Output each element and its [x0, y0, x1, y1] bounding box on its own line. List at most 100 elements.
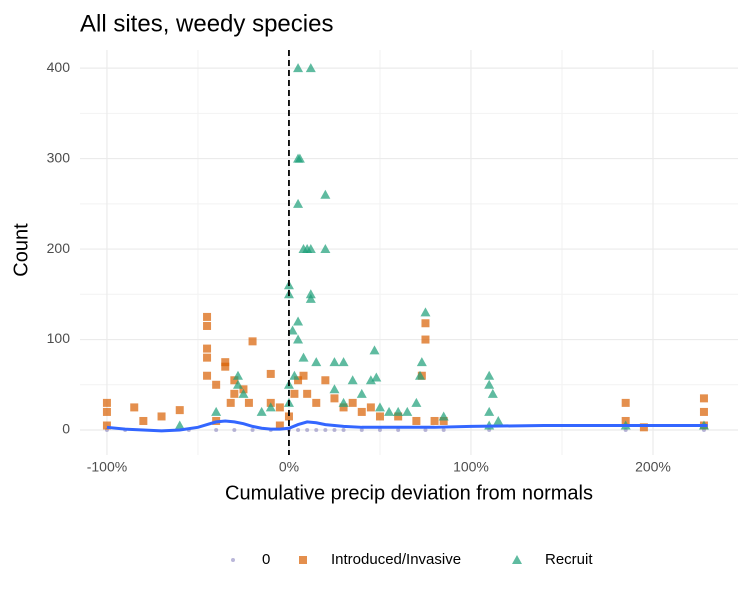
point [265, 402, 276, 412]
x-tick-label: 100% [453, 459, 489, 475]
point [230, 389, 239, 398]
point [275, 421, 284, 430]
series [104, 428, 706, 433]
x-tick-label: 0% [279, 459, 299, 475]
point [323, 428, 328, 433]
point [305, 289, 316, 299]
point [139, 416, 148, 425]
point [299, 371, 308, 380]
point [341, 428, 346, 433]
point [232, 370, 243, 380]
point [312, 398, 321, 407]
point [212, 380, 221, 389]
point [226, 398, 235, 407]
point [484, 379, 495, 389]
point [230, 376, 239, 385]
point [294, 153, 305, 163]
point [415, 370, 426, 380]
point [298, 352, 309, 362]
point [157, 412, 166, 421]
point [332, 428, 337, 433]
point [416, 357, 427, 367]
point [221, 358, 230, 367]
point [484, 370, 495, 380]
point [303, 389, 312, 398]
x-tick-label: -100% [87, 459, 127, 475]
point [203, 353, 212, 362]
point [293, 198, 304, 208]
point [375, 412, 384, 421]
legend-symbol [512, 555, 522, 564]
x-axis-title: Cumulative precip deviation from normals [225, 482, 593, 504]
point [296, 428, 301, 433]
y-axis-title: Count [10, 223, 32, 277]
point [357, 407, 366, 416]
point [311, 357, 322, 367]
point [438, 411, 449, 421]
y-tick-label: 200 [47, 240, 71, 256]
point [275, 403, 284, 412]
point [214, 428, 219, 433]
point [430, 416, 439, 425]
point [493, 415, 504, 425]
point [421, 335, 430, 344]
point [441, 428, 446, 433]
point [347, 375, 358, 385]
point [371, 372, 382, 382]
point [699, 407, 708, 416]
point [314, 428, 319, 433]
point [320, 244, 331, 254]
point [130, 403, 139, 412]
point [294, 376, 303, 385]
point [221, 362, 230, 371]
point [439, 416, 448, 425]
point [244, 398, 253, 407]
y-tick-label: 400 [47, 59, 71, 75]
point [384, 406, 395, 416]
point [396, 428, 401, 433]
point [411, 397, 422, 407]
point [232, 428, 237, 433]
y-tick-label: 300 [47, 149, 71, 165]
point [394, 412, 403, 421]
point [356, 388, 367, 398]
point [393, 406, 404, 416]
point [102, 421, 111, 430]
point [421, 319, 430, 328]
point [321, 376, 330, 385]
point [339, 403, 348, 412]
point [366, 403, 375, 412]
legend-symbol [231, 558, 235, 562]
point [203, 344, 212, 353]
trend-line [106, 419, 708, 433]
point [266, 369, 275, 378]
point [423, 428, 428, 433]
point [374, 402, 385, 412]
point [359, 428, 364, 433]
point [293, 316, 304, 326]
point [203, 321, 212, 330]
point [305, 293, 316, 303]
point [289, 370, 300, 380]
series [174, 63, 709, 430]
legend-label: Introduced/Invasive [331, 551, 461, 568]
point [621, 398, 630, 407]
point [248, 337, 257, 346]
point [102, 398, 111, 407]
point [305, 63, 316, 73]
point [238, 388, 249, 398]
point [211, 406, 222, 416]
point [639, 423, 648, 432]
point [305, 428, 310, 433]
point [232, 379, 243, 389]
point [338, 357, 349, 367]
point [484, 406, 495, 416]
point [338, 397, 349, 407]
point [203, 312, 212, 321]
x-tick-label: 200% [635, 459, 671, 475]
point [365, 375, 376, 385]
point [293, 334, 304, 344]
point [329, 384, 340, 394]
point [348, 398, 357, 407]
